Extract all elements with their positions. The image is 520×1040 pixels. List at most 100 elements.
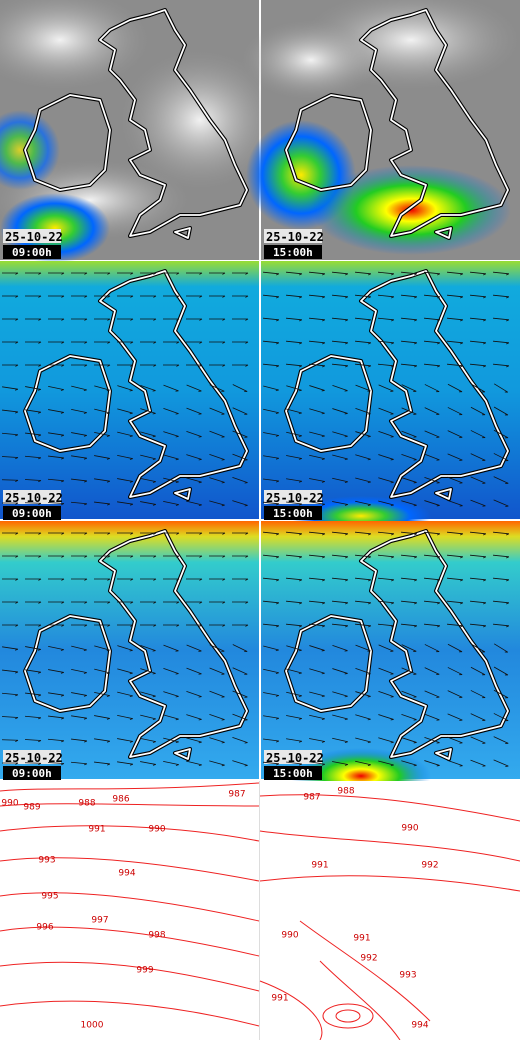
wind-arrow [447,531,464,536]
wind-arrow [332,577,349,582]
wind-arrow [209,500,225,507]
wind-arrow [117,532,134,535]
wind-arrow [401,554,418,559]
wind-arrow [1,456,19,460]
wind-arrow [332,600,349,605]
wind-arrow [117,668,133,675]
wind-arrow [286,317,303,322]
wind-arrow [70,501,88,506]
wind-arrow [493,317,510,322]
wind-arrow [48,624,65,627]
wind-arrow [424,453,440,461]
wind-arrow [332,501,348,506]
wind-arrow [401,531,418,536]
wind-arrow [401,363,418,368]
wind-arrow [447,600,464,605]
wind-arrow [332,644,348,652]
wind-arrow [232,578,249,581]
wind-arrow [48,715,65,720]
wind-arrow [447,577,464,582]
wind-arrow [186,667,202,675]
wind-arrow [355,384,371,392]
wind-arrow [163,454,179,461]
wind-arrow [447,453,463,461]
wind-arrow [140,555,157,558]
wind-arrow [447,407,463,416]
wind-arrow [186,601,203,604]
wind-arrow [424,644,440,653]
wind-arrow [332,294,349,299]
wind-arrow [209,644,225,652]
wind-arrow [163,295,180,298]
wind-arrow [355,363,372,368]
wind-arrow [401,500,417,507]
wind-arrow [493,554,510,559]
wind-arrow [424,384,440,393]
wind-arrow [71,318,88,321]
wind-arrow [163,601,180,604]
wind-arrow [94,341,111,344]
wind-arrow [355,623,372,628]
wind-arrow [263,432,279,437]
wind-arrow [263,478,280,483]
wind-arrow [94,715,110,720]
panel-date: 25-10-22 [5,230,63,244]
wind-arrow [470,577,487,582]
wind-arrow [94,738,111,743]
wind-arrow [355,431,371,438]
wind-arrow [1,739,19,742]
wind-arrow [378,644,394,652]
wind-arrow [94,408,110,415]
wind-arrow [232,690,248,698]
wind-arrow [332,761,348,766]
wind-arrow [209,364,226,367]
wind-arrow [209,578,226,581]
wind-arrow [140,408,156,415]
wind-arrow [286,340,303,345]
wind-arrow [232,760,248,767]
wind-arrow [378,294,395,299]
wind-arrow [447,271,464,276]
date-box [3,750,61,764]
wind-arrow [71,432,87,437]
wind-arrow [263,645,279,652]
time-box [264,506,322,520]
wind-arrow [332,408,348,415]
wind-arrow [232,453,248,461]
wind-arrow [263,317,280,322]
wind-arrow [263,501,280,506]
isobar-label: 990 [148,825,165,835]
date-box [3,229,61,243]
isobar-panel [0,781,520,1040]
wind-arrow [470,690,486,699]
wind-arrow [401,644,417,652]
wind-arrow [163,691,179,698]
isobar-label: 993 [38,856,55,866]
wind-arrow [401,384,417,392]
isobar-label: 990 [401,824,418,834]
wind-arrow [140,454,156,461]
wind-arrow [1,716,19,720]
wind-arrow [209,555,226,558]
wind-arrow [117,295,134,298]
wind-arrow [332,271,349,276]
wind-arrow [378,760,394,767]
wind-arrow [309,408,325,415]
wind-arrow [470,430,486,439]
wind-arrow [25,272,42,275]
wind-arrow [424,340,441,345]
wind-arrow [286,408,302,415]
wind-arrow [263,294,280,299]
wind-arrow [140,624,157,627]
wind-arrow [286,668,302,675]
wind-arrow [163,644,179,652]
wind-arrow [332,363,349,368]
wind-arrow [332,477,348,483]
wind-arrow [70,761,88,766]
time-box [264,766,322,780]
wind-arrow [263,455,280,460]
wind-arrow [355,737,371,744]
wind-arrow [401,667,417,675]
wind-arrow [1,692,19,697]
wind-arrow [332,384,348,392]
